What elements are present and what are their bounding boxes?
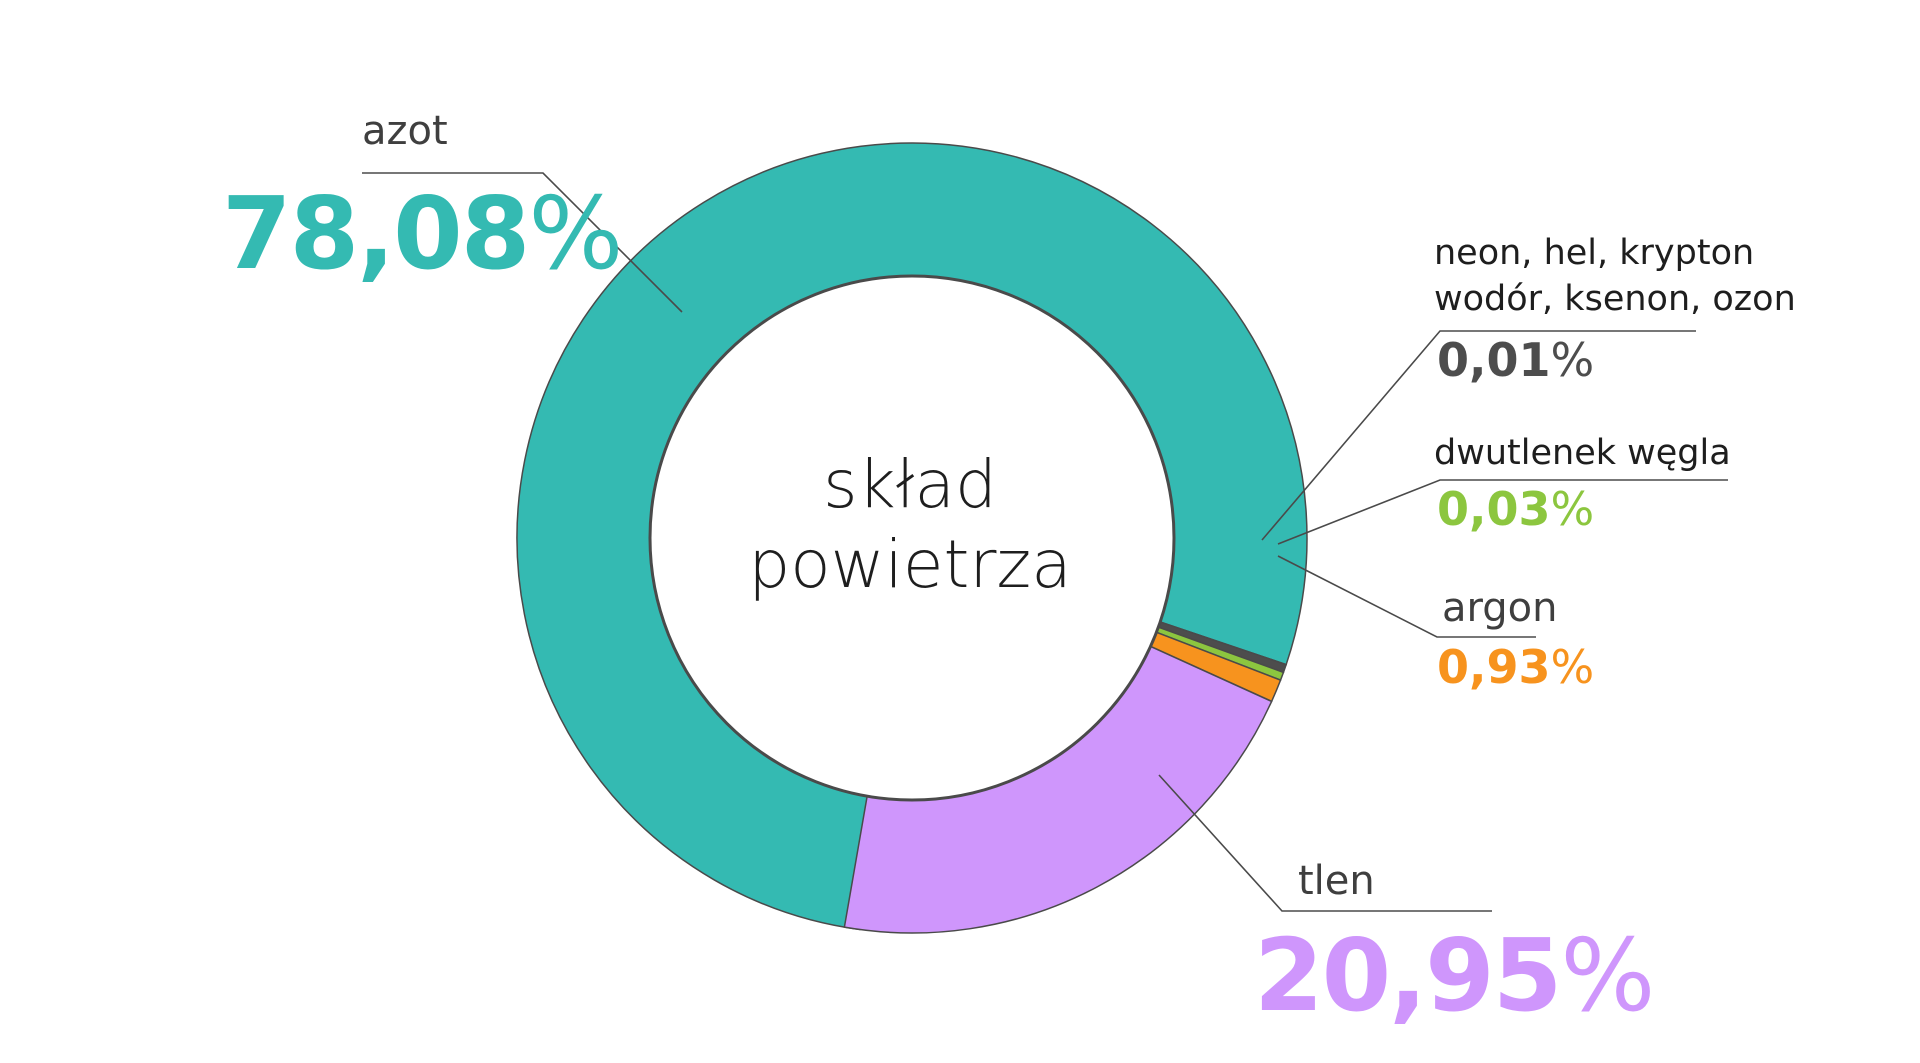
slice-label-co2: dwutlenek węgla (1434, 433, 1731, 473)
value-number: 0,93 (1437, 640, 1551, 694)
center-label: skład powietrza (640, 445, 1180, 605)
slice-label-argon: argon (1442, 585, 1558, 631)
leader-line-azot (362, 172, 683, 313)
leader-line-rare-gases (1261, 330, 1696, 541)
leader-line-co2 (1277, 479, 1728, 545)
slice-label-line-1: neon, hel, krypton (1434, 233, 1755, 273)
center-label-line-2: powietrza (748, 526, 1072, 603)
leader-line-argon (1277, 555, 1536, 638)
value-number: 0,01 (1437, 333, 1551, 387)
slice-label-rare-gases: neon, hel, krypton wodór, ksenon, ozon (1434, 230, 1796, 322)
value-number: 0,03 (1437, 482, 1551, 536)
percent-sign: % (1550, 333, 1595, 387)
donut-hole (648, 274, 1176, 802)
percent-sign: % (528, 175, 623, 292)
value-number: 20,95 (1254, 917, 1562, 1034)
slice-label-line-2: wodór, ksenon, ozon (1434, 279, 1796, 319)
percent-sign: % (1550, 482, 1595, 536)
center-label-line-1: skład (823, 446, 997, 523)
percent-sign: % (1560, 917, 1655, 1034)
slice-label-azot: azot (362, 108, 448, 154)
donut-slices (516, 142, 1308, 934)
slice-label-tlen: tlen (1298, 858, 1375, 904)
percent-sign: % (1550, 640, 1595, 694)
slice-value-rare-gases: 0,01% (1437, 333, 1594, 387)
leader-line-tlen (1158, 774, 1492, 912)
slice-value-azot: 78,08% (222, 175, 623, 292)
value-number: 78,08 (222, 175, 530, 292)
slice-value-argon: 0,93% (1437, 640, 1594, 694)
leader-lines (362, 172, 1728, 912)
slice-value-tlen: 20,95% (1254, 917, 1655, 1034)
slice-value-co2: 0,03% (1437, 482, 1594, 536)
